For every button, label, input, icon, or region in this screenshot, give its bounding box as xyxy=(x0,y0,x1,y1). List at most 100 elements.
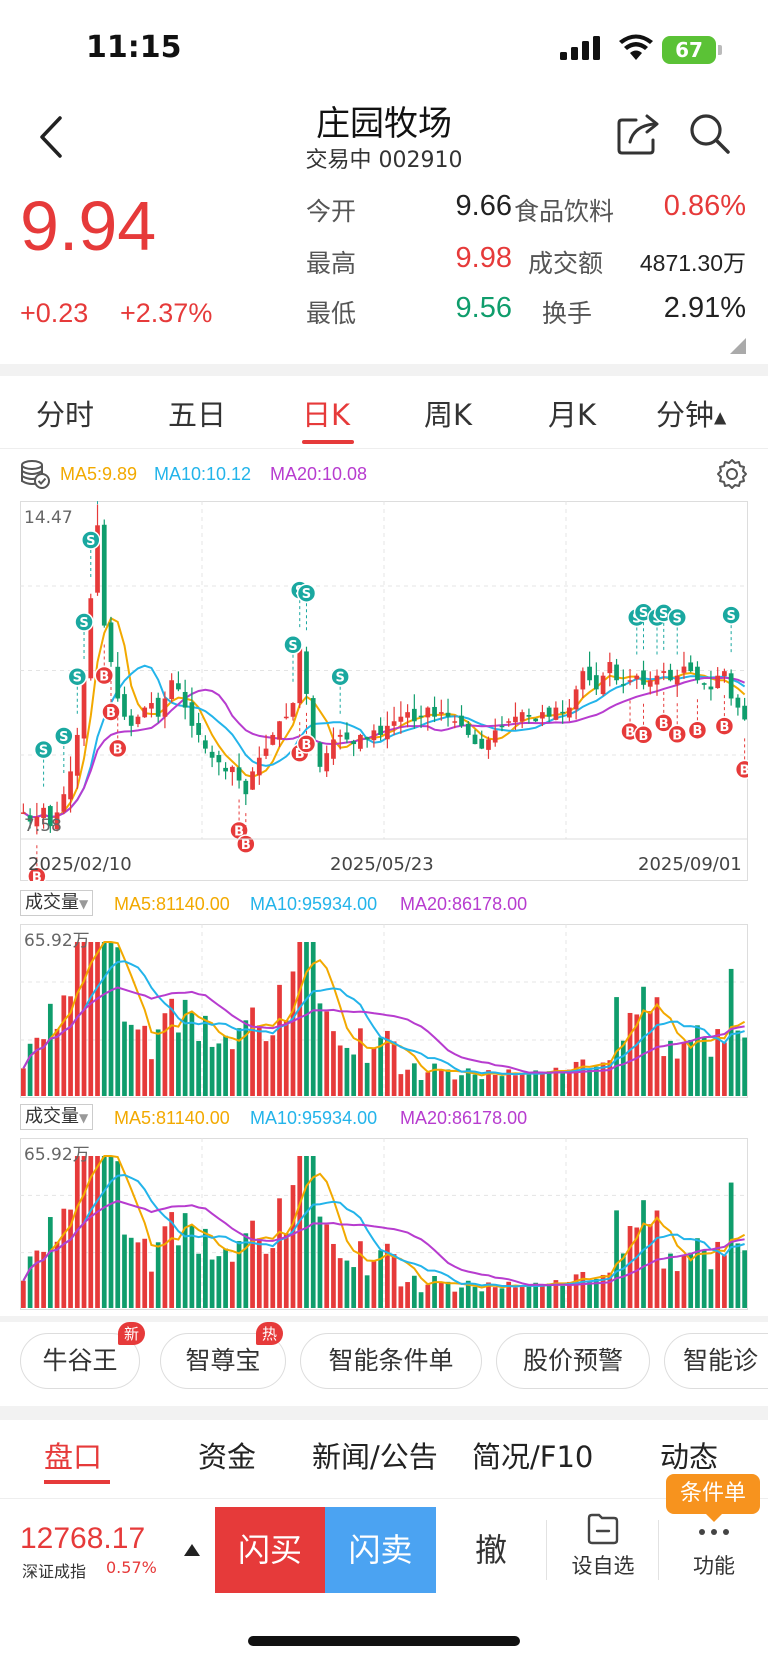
watchlist-doc-icon xyxy=(587,1513,619,1545)
volume-bar xyxy=(371,1047,377,1096)
candle-body xyxy=(162,698,168,717)
volume-bar xyxy=(203,1228,208,1308)
price-change-percent: +2.37% xyxy=(120,298,213,328)
volume-chart[interactable]: 65.92万 xyxy=(20,924,748,1098)
signal-letter: S xyxy=(39,744,48,759)
price-alert-button[interactable]: 股价预警 xyxy=(496,1333,650,1389)
volume-bar xyxy=(614,1210,619,1308)
search-icon[interactable] xyxy=(688,112,732,156)
volume-bar xyxy=(634,1227,640,1308)
index-value[interactable]: 12768.17 xyxy=(20,1522,146,1555)
tab-intraday[interactable]: 分时 xyxy=(36,398,95,432)
signal-letter: B xyxy=(241,838,251,853)
volume-bar xyxy=(560,1285,565,1308)
active-tab-indicator xyxy=(302,440,354,444)
buy-signal-icon xyxy=(101,702,121,722)
tab-monthly-k[interactable]: 月K xyxy=(548,398,597,432)
volume-chart-2[interactable]: 65.92万 xyxy=(20,1138,748,1310)
volume-bar xyxy=(385,1243,390,1308)
tab-daily-k[interactable]: 日K xyxy=(302,398,351,432)
candlestick-chart[interactable]: SSSSSSSSSSSSSSSSBBBBBBBBBBBBBBB 14.47 7.… xyxy=(20,501,748,881)
volume-bar xyxy=(715,1241,721,1308)
expand-corner-icon[interactable] xyxy=(730,338,746,354)
database-check-icon[interactable] xyxy=(20,459,50,489)
add-watchlist-button[interactable]: 设自选 xyxy=(548,1512,658,1592)
low-value: 9.56 xyxy=(455,292,512,324)
cancel-order-button[interactable]: 撤 xyxy=(474,1531,507,1569)
volume-bar xyxy=(634,1014,640,1096)
turnover-value: 2.91% xyxy=(663,292,746,324)
sell-signal-icon xyxy=(54,726,74,746)
volume-bar xyxy=(115,947,121,1096)
volume-bar xyxy=(641,986,646,1096)
volume-bar xyxy=(162,1013,168,1096)
volume-bar xyxy=(519,1073,525,1096)
tab-orderbook[interactable]: 盘口 xyxy=(44,1440,103,1474)
candle-body xyxy=(256,757,262,776)
conditional-order-badge[interactable]: 条件单 xyxy=(666,1474,760,1522)
volume-bar xyxy=(135,1242,141,1308)
tab-news[interactable]: 新闻/公告 xyxy=(312,1440,438,1474)
signal-letter: S xyxy=(79,616,88,631)
back-arrow-icon[interactable] xyxy=(32,112,72,162)
volume-bar xyxy=(681,1255,687,1308)
volume-bar xyxy=(378,1250,383,1308)
signal-letter: B xyxy=(113,742,123,757)
volume-bar xyxy=(600,1274,606,1308)
volume-bar xyxy=(411,1063,417,1096)
volume-bar xyxy=(661,1268,667,1308)
tab-capital[interactable]: 资金 xyxy=(198,1440,257,1474)
volume-bar xyxy=(546,1071,552,1096)
candle-body xyxy=(169,680,175,700)
flash-buy-button[interactable]: 闪买 xyxy=(215,1507,325,1593)
volume-ma20-line xyxy=(22,1199,745,1287)
volume-bar xyxy=(34,1250,40,1308)
volume-selector-2[interactable]: 成交量▼ xyxy=(20,1104,94,1130)
separator xyxy=(0,364,768,376)
candle-body xyxy=(155,697,161,717)
volume-bar xyxy=(203,1015,208,1096)
status-bar: 11:15 67 xyxy=(0,0,768,100)
gear-icon[interactable] xyxy=(716,458,748,490)
smart-diagnosis-button[interactable]: 智能诊 xyxy=(664,1333,768,1389)
volume-ma10-line xyxy=(22,1173,745,1288)
vol2-ma10-legend: MA10:95934.00 xyxy=(250,1108,378,1128)
volume-bar xyxy=(465,1068,471,1096)
smart-order-button[interactable]: 智能条件单 xyxy=(300,1333,482,1389)
candle-body xyxy=(701,683,707,685)
tab-five-day[interactable]: 五日 xyxy=(168,398,227,432)
function-menu-button[interactable]: 功能 xyxy=(660,1512,768,1592)
volume-bar xyxy=(331,1243,336,1308)
ma20-legend: MA20:10.08 xyxy=(270,464,368,484)
tab-profile[interactable]: 简况/F10 xyxy=(472,1440,594,1474)
candle-body xyxy=(385,725,390,740)
volume-bar xyxy=(189,1012,195,1096)
candle-body xyxy=(196,723,201,735)
index-expand-icon[interactable] xyxy=(184,1544,200,1556)
caret-up-icon: ▲ xyxy=(714,407,727,427)
volume-bar xyxy=(61,995,67,1096)
signal-letter: S xyxy=(59,730,68,745)
flash-sell-button[interactable]: 闪卖 xyxy=(325,1507,436,1593)
share-icon[interactable] xyxy=(616,112,662,156)
candle-body xyxy=(681,666,687,673)
candle-body xyxy=(674,675,680,685)
signal-letter: B xyxy=(719,720,729,735)
volume-selector[interactable]: 成交量▼ xyxy=(20,890,94,916)
volume-bar xyxy=(324,1011,330,1096)
industry-label[interactable]: 食品饮料 xyxy=(514,197,615,226)
tab-weekly-k[interactable]: 周K xyxy=(424,398,473,432)
volume-bar xyxy=(573,1061,579,1096)
dropdown-icon: ▼ xyxy=(79,897,89,911)
tab-dynamics[interactable]: 动态 xyxy=(660,1440,719,1474)
low-label: 最低 xyxy=(306,299,357,328)
amount-label: 成交额 xyxy=(528,249,604,278)
volume-bar xyxy=(486,1070,491,1096)
tab-minute[interactable]: 分钟▲ xyxy=(656,392,726,434)
volume-bar xyxy=(229,1049,235,1096)
candle-body xyxy=(620,684,626,686)
volume-ma5-line xyxy=(22,1155,746,1289)
volume-bar xyxy=(513,1287,518,1308)
candle-body xyxy=(304,651,309,694)
volume-ma10-line xyxy=(22,960,745,1076)
